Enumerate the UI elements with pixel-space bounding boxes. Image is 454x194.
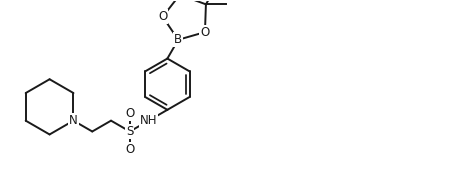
Text: O: O: [158, 10, 167, 23]
Text: NH: NH: [140, 114, 158, 127]
Text: N: N: [69, 114, 78, 127]
Text: O: O: [200, 26, 210, 39]
Text: O: O: [125, 107, 134, 120]
Text: B: B: [174, 33, 183, 46]
Text: B: B: [174, 33, 183, 46]
Text: S: S: [126, 125, 133, 138]
Text: O: O: [125, 143, 134, 156]
